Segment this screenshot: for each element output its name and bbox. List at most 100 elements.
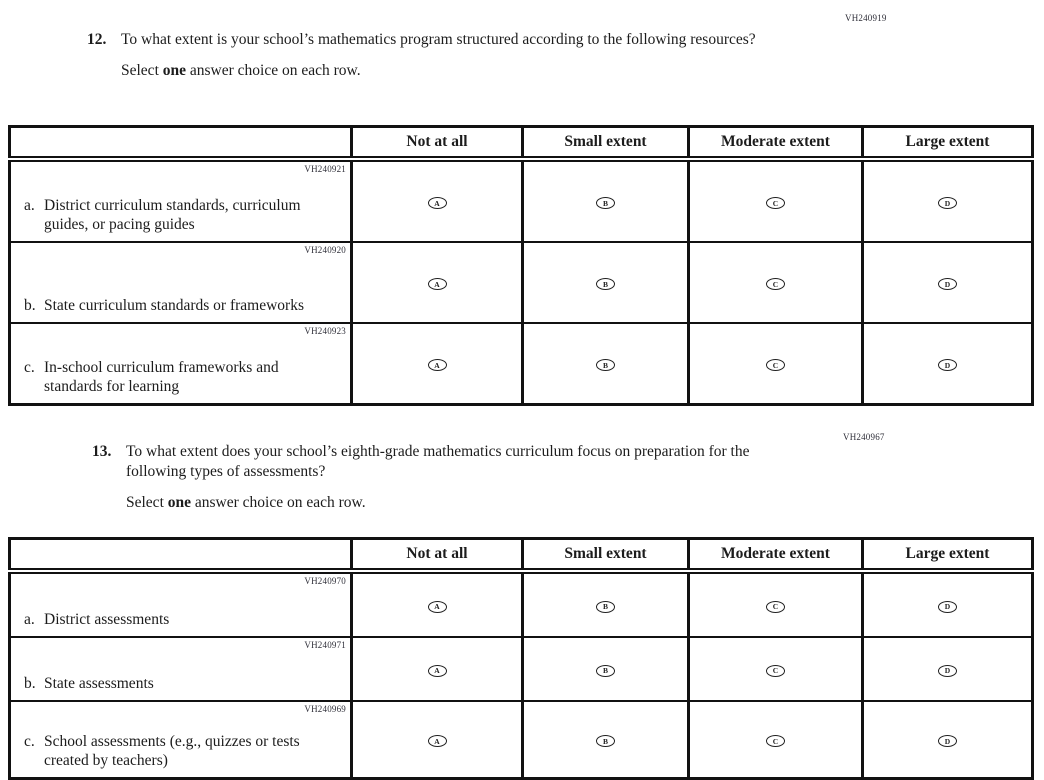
question-12-number: 12. [87,31,107,48]
row-letter: a. [24,197,35,214]
answer-cell: D [861,322,1034,406]
question-13-accession-code: VH240967 [843,432,885,442]
header-moderate-extent: Moderate extent [687,125,864,162]
row-accession-code: VH240971 [304,640,346,650]
row-label: In-school curriculum frameworks and stan… [44,359,279,395]
header-small-extent: Small extent [521,537,690,574]
question-13-text: To what extent does your school’s eighth… [126,443,750,480]
answer-oval-c[interactable]: C [766,735,785,748]
question-12-instruction: Select one answer choice on each row. [121,61,756,81]
answer-oval-d[interactable]: D [938,278,957,291]
question-12: 12. To what extent is your school’s math… [87,30,756,81]
header-row: Not at all Small extent Moderate extent … [8,125,1034,162]
header-moderate-extent: Moderate extent [687,537,864,574]
answer-oval-c[interactable]: C [766,664,785,677]
table-row: VH240970 a. District assessments A B C D [8,570,1034,638]
answer-oval-a[interactable]: A [427,600,447,613]
header-not-at-all: Not at all [350,125,524,162]
answer-cell: B [521,322,690,406]
table-row: VH240923 c. In-school curriculum framewo… [8,322,1034,406]
row-letter: b. [24,675,36,692]
question-13: 13. To what extent does your school’s ei… [92,442,774,513]
answer-cell: D [861,636,1034,702]
answer-oval-d[interactable]: D [938,664,957,677]
row-accession-code: VH240923 [304,326,346,336]
answer-cell: C [687,570,864,638]
row-accession-code: VH240921 [304,164,346,174]
row-label-cell: VH240923 c. In-school curriculum framewo… [8,322,353,406]
answer-cell: B [521,636,690,702]
question-13-answer-grid: Not at all Small extent Moderate extent … [8,537,1034,780]
header-small-extent: Small extent [521,125,690,162]
answer-cell: C [687,700,864,780]
question-13-instruction: Select one answer choice on each row. [126,493,774,513]
header-row: Not at all Small extent Moderate extent … [8,537,1034,574]
answer-oval-d[interactable]: D [938,197,957,210]
answer-oval-b[interactable]: B [596,735,615,748]
header-large-extent: Large extent [861,125,1034,162]
row-label-cell: VH240921 a. District curriculum standard… [8,158,353,243]
answer-cell: B [521,570,690,638]
answer-oval-a[interactable]: A [427,735,447,748]
instruction-prefix: Select [126,494,168,511]
answer-oval-d[interactable]: D [938,600,957,613]
answer-oval-a[interactable]: A [427,359,447,372]
instruction-prefix: Select [121,62,163,79]
answer-cell: A [350,636,524,702]
header-empty-cell [8,125,353,162]
header-large-extent: Large extent [861,537,1034,574]
answer-oval-a[interactable]: A [427,278,447,291]
answer-oval-d[interactable]: D [938,735,957,748]
answer-oval-a[interactable]: A [427,664,447,677]
instruction-suffix: answer choice on each row. [191,494,366,511]
answer-cell: A [350,158,524,243]
answer-cell: C [687,636,864,702]
answer-cell: C [687,322,864,406]
row-letter: a. [24,611,35,628]
answer-cell: D [861,570,1034,638]
instruction-suffix: answer choice on each row. [186,62,361,79]
answer-oval-b[interactable]: B [596,664,615,677]
answer-cell: A [350,700,524,780]
header-not-at-all: Not at all [350,537,524,574]
answer-oval-b[interactable]: B [596,600,615,613]
answer-oval-b[interactable]: B [596,359,615,372]
answer-cell: D [861,158,1034,243]
row-label-cell: VH240969 c. School assessments (e.g., qu… [8,700,353,780]
instruction-bold-word: one [162,62,186,79]
answer-cell: B [521,700,690,780]
table-row: VH240969 c. School assessments (e.g., qu… [8,700,1034,780]
table-row: VH240971 b. State assessments A B C D [8,636,1034,702]
answer-oval-d[interactable]: D [938,359,957,372]
question-12-text: To what extent is your school’s mathemat… [121,31,756,48]
row-letter: b. [24,297,36,314]
header-empty-cell [8,537,353,574]
row-label: School assessments (e.g., quizzes or tes… [44,733,300,769]
row-accession-code: VH240970 [304,576,346,586]
answer-cell: D [861,241,1034,324]
answer-oval-c[interactable]: C [766,197,785,210]
answer-oval-a[interactable]: A [427,197,447,210]
question-12-answer-grid: Not at all Small extent Moderate extent … [8,125,1034,406]
answer-cell: A [350,322,524,406]
answer-cell: B [521,241,690,324]
row-label-cell: VH240970 a. District assessments [8,570,353,638]
answer-oval-c[interactable]: C [766,278,785,291]
question-13-number: 13. [92,443,112,460]
row-accession-code: VH240969 [304,704,346,714]
row-label: District curriculum standards, curriculu… [44,197,301,233]
answer-oval-c[interactable]: C [766,600,785,613]
table-row: VH240921 a. District curriculum standard… [8,158,1034,243]
row-label-cell: VH240971 b. State assessments [8,636,353,702]
row-label: State curriculum standards or frameworks [44,297,304,314]
answer-oval-c[interactable]: C [766,359,785,372]
question-12-accession-code: VH240919 [845,13,887,23]
answer-cell: D [861,700,1034,780]
answer-oval-b[interactable]: B [596,197,615,210]
answer-cell: A [350,241,524,324]
instruction-bold-word: one [167,494,191,511]
answer-cell: C [687,158,864,243]
answer-oval-b[interactable]: B [596,278,615,291]
row-accession-code: VH240920 [304,245,346,255]
row-label: District assessments [44,611,170,628]
